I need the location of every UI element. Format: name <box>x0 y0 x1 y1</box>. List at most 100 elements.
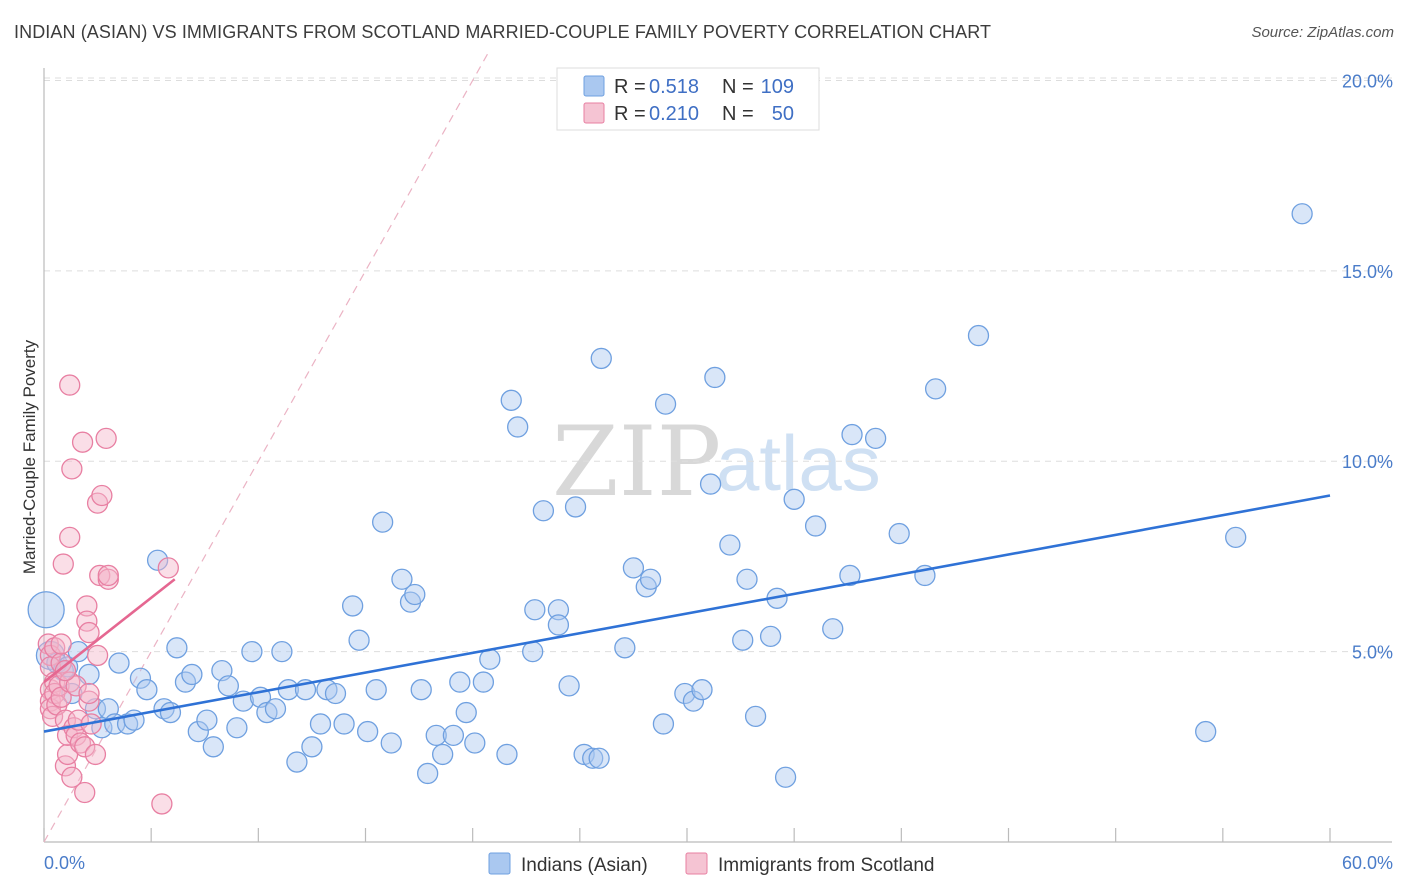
point-indians <box>500 389 522 411</box>
point-indians <box>691 679 713 701</box>
point-scotland <box>59 526 81 549</box>
point-indians <box>356 720 379 743</box>
point-indians <box>371 511 394 533</box>
y-tick-labels: 5.0% 10.0% 15.0% 20.0% <box>1342 71 1393 662</box>
point-scotland <box>41 705 64 727</box>
point-indians <box>136 679 158 701</box>
trend-lines <box>43 494 1331 733</box>
point-indians <box>822 618 844 640</box>
point-scotland <box>65 675 87 697</box>
point-scotland <box>71 431 94 453</box>
point-indians <box>129 667 152 689</box>
legend-r-label-1: R = <box>614 76 646 98</box>
point-indians <box>652 713 675 735</box>
point-indians <box>196 709 218 731</box>
point-indians <box>425 724 447 747</box>
chart-title: INDIAN (ASIAN) VS IMMIGRANTS FROM SCOTLA… <box>14 22 992 42</box>
point-indians <box>449 671 471 693</box>
point-scotland <box>59 374 81 396</box>
point-indians <box>116 713 139 735</box>
point-indians <box>967 324 990 347</box>
x-ticks <box>43 828 1331 842</box>
point-indians <box>187 720 209 743</box>
point-indians <box>774 766 797 788</box>
y-tick-label: 5.0% <box>1352 643 1393 663</box>
point-scotland <box>52 553 74 575</box>
trend-line-indians <box>43 494 1331 733</box>
y-tick-label: 15.0% <box>1342 262 1393 282</box>
point-scotland <box>59 671 81 693</box>
point-indians <box>699 473 722 495</box>
point-scotland <box>84 743 107 766</box>
point-indians <box>558 675 580 697</box>
point-indians <box>202 736 224 758</box>
point-scotland <box>61 458 83 480</box>
bottom-legend-swatch-scotland <box>685 852 708 875</box>
point-indians <box>324 682 347 705</box>
legend-n-value-indians: 109 <box>761 76 794 98</box>
point-indians <box>455 701 477 724</box>
point-scotland <box>78 690 100 712</box>
y-tick-label: 10.0% <box>1342 452 1393 472</box>
point-scotland <box>91 484 113 507</box>
point-indians <box>744 705 767 727</box>
point-indians <box>674 682 696 705</box>
point-scotland <box>78 682 100 705</box>
point-indians <box>622 557 645 579</box>
bottom-legend-label-indians: Indians (Asian) <box>521 855 648 876</box>
point-scotland <box>95 427 117 450</box>
point-scotland <box>76 595 98 617</box>
y-axis-title: Married-Couple Family Poverty <box>20 339 39 574</box>
point-indians <box>654 393 677 415</box>
legend-r-label-2: R = <box>614 103 646 125</box>
point-indians <box>181 663 203 686</box>
series-indians-asian-points <box>27 203 1313 788</box>
bottom-legend-label-scotland: Immigrants from Scotland <box>718 855 934 876</box>
legend-n-label-2: N = <box>722 103 754 125</box>
point-indians <box>333 713 355 735</box>
point-indians <box>732 629 754 651</box>
point-indians <box>27 591 65 629</box>
legend-n-value-scotland: 50 <box>772 103 794 125</box>
point-indians <box>736 568 758 590</box>
point-indians <box>348 629 370 651</box>
point-indians <box>365 679 387 701</box>
point-indians <box>464 732 486 754</box>
point-scotland <box>78 621 100 644</box>
point-indians <box>410 679 432 701</box>
point-indians <box>241 640 263 663</box>
point-indians <box>888 522 910 545</box>
point-indians <box>924 378 947 400</box>
legend-n-label-1: N = <box>722 76 754 98</box>
point-indians <box>1291 203 1313 225</box>
point-indians <box>146 549 169 571</box>
series-immigrants-scotland-points <box>37 374 179 815</box>
legend-swatch-indians <box>583 75 605 97</box>
point-indians <box>841 423 863 446</box>
point-scotland <box>50 633 72 655</box>
point-indians <box>704 366 726 389</box>
watermark-atlas: atlas <box>716 419 881 507</box>
y-tick-label: 20.0% <box>1342 71 1393 91</box>
point-indians <box>432 743 454 766</box>
point-indians <box>804 515 827 537</box>
axes <box>43 68 1392 843</box>
point-indians <box>588 747 610 769</box>
point-indians <box>341 595 364 617</box>
source-label: Source: ZipAtlas.com <box>1251 24 1394 41</box>
legend-swatch-scotland <box>583 102 605 124</box>
point-indians <box>442 724 465 747</box>
legend-r-value-indians: 0.518 <box>649 76 699 98</box>
point-indians <box>532 500 555 522</box>
watermark-zip: ZIP <box>552 406 721 518</box>
point-indians <box>286 751 308 773</box>
point-indians <box>547 614 570 636</box>
point-indians <box>639 568 662 590</box>
point-indians <box>271 640 293 663</box>
point-scotland <box>54 660 77 682</box>
point-indians <box>417 762 439 785</box>
legend-r-value-scotland: 0.210 <box>649 103 699 125</box>
point-indians <box>839 564 861 587</box>
point-indians <box>719 534 741 556</box>
bottom-legend-swatch-indians <box>488 852 511 875</box>
